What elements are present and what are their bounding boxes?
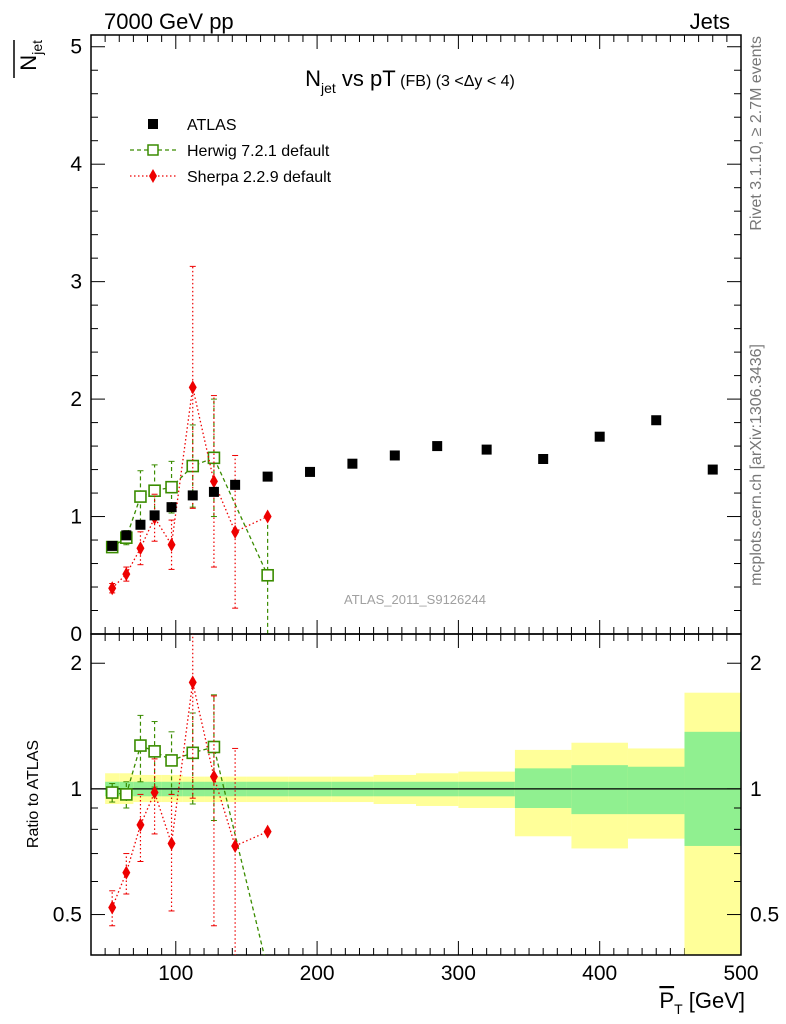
atlas-series-point xyxy=(481,444,492,455)
chart-title: Njet vs pT (FB) (3 <Δy < 4) xyxy=(305,66,515,96)
herwig-ratio-series-point xyxy=(134,739,147,752)
herwig-ratio-series-point xyxy=(105,786,119,799)
sherpa-series-point xyxy=(167,537,176,552)
herwig-series-point xyxy=(134,490,147,503)
ratio-tick-label-left: 0.5 xyxy=(53,904,82,927)
herwig-ratio-series-point xyxy=(207,740,221,754)
legend-label-atlas: ATLAS xyxy=(187,117,237,134)
atlas-series-point xyxy=(347,458,358,469)
x-tick-label: 400 xyxy=(582,962,617,985)
sherpa-series-point xyxy=(136,541,145,556)
sherpa-ratio-series xyxy=(108,634,272,955)
herwig-series-point xyxy=(261,568,274,582)
x-tick-label: 500 xyxy=(723,962,758,985)
sherpa-series-point xyxy=(231,524,240,539)
y-tick-label: 5 xyxy=(70,36,82,59)
herwig-ratio-series-point xyxy=(148,745,161,758)
legend-label-herwig: Herwig 7.2.1 default xyxy=(187,143,330,160)
legend-label-sherpa: Sherpa 2.2.9 default xyxy=(187,169,332,186)
analysis-watermark: ATLAS_2011_S9126244 xyxy=(344,592,486,607)
atlas-series-point xyxy=(707,464,718,475)
herwig-series-point xyxy=(186,459,200,473)
ratio-tick-label-left: 1 xyxy=(70,778,82,801)
header-right: Jets xyxy=(690,9,730,34)
atlas-series-point xyxy=(389,450,400,461)
ratio-plot: 100 200 300 400 500 0.5 0.5 1 1 2 2 xyxy=(53,633,779,985)
x-axis-label: PT [GeV] xyxy=(659,988,745,1017)
x-tick-label: 200 xyxy=(300,962,335,985)
atlas-series-point xyxy=(262,471,273,482)
sherpa-series xyxy=(108,265,272,609)
mcplots-label: mcplots.cern.ch [arXiv:1306.3436] xyxy=(748,344,765,586)
rivet-label: Rivet 3.1.10, ≥ 2.7M events xyxy=(748,36,765,231)
herwig-ratio-series xyxy=(105,694,273,975)
sherpa-series-line xyxy=(111,387,268,589)
herwig-ratio-series-point xyxy=(165,754,178,767)
legend-marker-sherpa xyxy=(149,169,157,183)
legend-marker-herwig xyxy=(147,144,159,156)
atlas-series-point xyxy=(187,490,198,501)
atlas-series-point xyxy=(432,441,443,452)
sherpa-ratio-series-point xyxy=(167,836,176,851)
sherpa-ratio-series-point xyxy=(122,865,131,880)
sherpa-ratio-series-point xyxy=(231,838,240,853)
ratio-tick-label-right: 2 xyxy=(750,652,762,675)
x-tick-label: 100 xyxy=(158,962,193,985)
sherpa-ratio-series-point xyxy=(263,824,272,839)
atlas-series-point xyxy=(208,486,219,497)
ratio-tick-label-left: 2 xyxy=(70,652,82,675)
atlas-series-point xyxy=(107,540,118,551)
herwig-ratio-series-point xyxy=(120,788,133,801)
atlas-series-point xyxy=(135,519,146,530)
atlas-series-point xyxy=(121,530,132,541)
ratio-tick-label-right: 1 xyxy=(750,778,762,801)
band-inner-15 xyxy=(571,765,628,815)
sherpa-ratio-series-point xyxy=(150,785,159,800)
sherpa-ratio-series-point xyxy=(108,900,117,915)
header-left: 7000 GeV pp xyxy=(104,9,234,34)
sherpa-series-point xyxy=(188,380,197,395)
herwig-series-point xyxy=(165,480,178,494)
atlas-series-point xyxy=(149,510,160,521)
legend-marker-atlas xyxy=(148,119,158,129)
atlas-series-point xyxy=(230,479,241,490)
ratio-tick-label-right: 0.5 xyxy=(750,904,779,927)
atlas-series xyxy=(107,415,718,551)
atlas-series-point xyxy=(305,466,316,477)
herwig-series xyxy=(105,398,274,634)
atlas-series-point xyxy=(166,502,177,513)
y-tick-label: 0 xyxy=(70,623,82,646)
herwig-series-line xyxy=(111,456,269,576)
sherpa-ratio-series-point xyxy=(209,769,218,784)
y-tick-label: 1 xyxy=(70,506,82,529)
sherpa-series-point xyxy=(209,474,218,489)
band-inner-14 xyxy=(514,768,572,808)
sherpa-series-point xyxy=(108,581,117,596)
legend: ATLAS Herwig 7.2.1 default Sherpa 2.2.9 … xyxy=(130,117,332,186)
ratio-axis-label: Ratio to ATLAS xyxy=(25,740,42,848)
herwig-ratio-series-point xyxy=(262,964,273,975)
svg-text:Njet: Njet xyxy=(16,40,45,71)
atlas-series-point xyxy=(594,431,605,442)
atlas-series-point xyxy=(651,415,662,426)
lower-frame xyxy=(90,633,742,956)
y-tick-label: 2 xyxy=(70,388,82,411)
sherpa-series-point xyxy=(122,567,131,582)
sherpa-ratio-series-point xyxy=(188,675,197,690)
y-axis-label: Njet xyxy=(13,40,45,78)
sherpa-ratio-series-point xyxy=(136,817,145,832)
atlas-series-point xyxy=(538,453,549,464)
y-tick-label: 4 xyxy=(70,153,82,176)
x-tick-label: 300 xyxy=(441,962,476,985)
sherpa-series-point xyxy=(263,509,272,524)
y-tick-label: 3 xyxy=(70,271,82,294)
band-inner-16 xyxy=(627,766,685,815)
